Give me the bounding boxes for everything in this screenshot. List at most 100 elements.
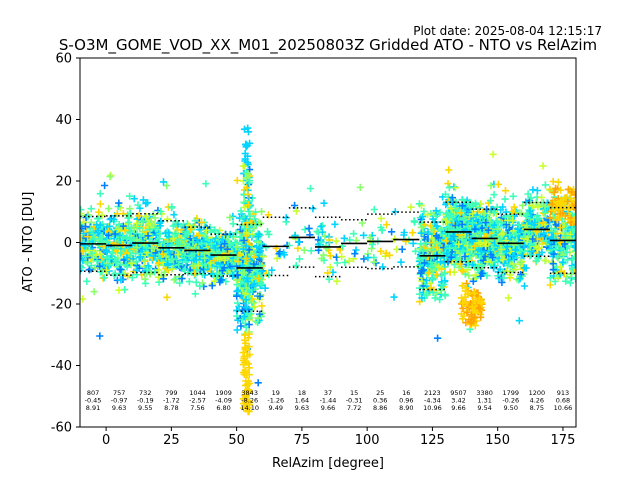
x-tick-label: 125 xyxy=(420,433,445,448)
bin-count-label: 3380 xyxy=(476,389,493,397)
scatter-point xyxy=(144,250,152,258)
scatter-point xyxy=(254,232,262,241)
scatter-point xyxy=(478,262,486,270)
scatter-point xyxy=(483,272,491,280)
scatter-point xyxy=(181,235,189,244)
scatter-point xyxy=(434,234,442,242)
scatter-point xyxy=(471,199,480,207)
bin-mean-label: 0.68 xyxy=(556,397,570,405)
scatter-point xyxy=(242,254,250,262)
scatter-point xyxy=(243,274,251,282)
scatter-point xyxy=(232,229,240,237)
scatter-point xyxy=(571,261,576,269)
scatter-point xyxy=(174,238,182,246)
scatter-point xyxy=(366,234,374,242)
scatter-point xyxy=(511,265,520,274)
scatter-point xyxy=(420,259,429,267)
bin-std-label: 6.80 xyxy=(216,404,230,412)
scatter-point xyxy=(567,189,575,197)
scatter-point xyxy=(410,217,418,225)
scatter-point xyxy=(143,266,151,274)
scatter-point xyxy=(292,207,301,215)
scatter-point xyxy=(568,188,576,196)
scatter-point xyxy=(535,250,543,259)
scatter-point xyxy=(548,258,556,266)
scatter-point xyxy=(427,284,435,292)
scatter-point xyxy=(516,275,524,283)
scatter-point xyxy=(463,266,472,274)
scatter-point xyxy=(539,219,547,227)
scatter-point xyxy=(442,209,450,217)
scatter-point xyxy=(546,242,554,250)
scatter-point xyxy=(490,221,499,229)
scatter-point xyxy=(556,224,564,232)
scatter-point xyxy=(244,190,252,198)
scatter-point xyxy=(338,253,346,261)
scatter-point xyxy=(480,209,488,217)
scatter-point xyxy=(499,203,507,211)
scatter-point xyxy=(251,215,259,223)
scatter-point xyxy=(332,237,340,245)
y-tick-label: 20 xyxy=(55,175,72,190)
scatter-point xyxy=(210,257,218,265)
bin-mean-label: -0.26 xyxy=(502,397,519,405)
bin-count-label: 16 xyxy=(402,389,410,397)
scatter-point xyxy=(568,225,576,234)
scatter-point xyxy=(459,247,467,255)
scatter-point xyxy=(257,208,266,216)
scatter-point xyxy=(456,209,464,217)
scatter-point xyxy=(484,236,492,244)
scatter-point xyxy=(165,233,173,241)
x-tick-label: 175 xyxy=(551,433,576,448)
scatter-point xyxy=(275,250,283,258)
scatter-point xyxy=(132,243,140,252)
scatter-point xyxy=(201,254,209,262)
scatter-point xyxy=(142,228,150,236)
scatter-point xyxy=(237,291,246,299)
bin-mean-label: -0.19 xyxy=(137,397,154,405)
scatter-point xyxy=(89,230,97,238)
scatter-point xyxy=(163,182,171,190)
scatter-point xyxy=(243,241,251,249)
scatter-point xyxy=(323,244,331,253)
scatter-point xyxy=(459,315,467,323)
scatter-point xyxy=(295,238,303,246)
scatter-point xyxy=(550,206,558,214)
scatter-point xyxy=(163,215,172,223)
scatter-point xyxy=(428,226,436,234)
scatter-point xyxy=(169,234,177,242)
scatter-point xyxy=(245,364,253,372)
scatter-point xyxy=(427,258,435,266)
scatter-point xyxy=(424,211,432,219)
scatter-point xyxy=(491,261,499,270)
bin-count-label: 807 xyxy=(87,389,99,397)
scatter-point xyxy=(450,268,458,276)
scatter-point xyxy=(341,258,349,266)
scatter-point xyxy=(554,199,562,207)
scatter-point xyxy=(163,293,171,301)
scatter-point xyxy=(87,205,95,213)
bin-mean-label: -0.97 xyxy=(111,397,128,405)
scatter-point xyxy=(331,220,339,228)
scatter-point xyxy=(250,280,258,288)
scatter-point xyxy=(498,230,506,238)
scatter-point xyxy=(115,286,123,294)
bin-std-label: 8.90 xyxy=(399,404,413,412)
scatter-point xyxy=(504,216,512,224)
scatter-point xyxy=(174,251,182,259)
scatter-point xyxy=(360,231,368,239)
scatter-point xyxy=(119,222,127,230)
scatter-point xyxy=(128,274,136,282)
scatter-point xyxy=(165,247,173,255)
scatter-point xyxy=(168,203,176,211)
scatter-point xyxy=(550,250,558,258)
scatter-point xyxy=(562,225,570,233)
scatter-point xyxy=(529,186,537,194)
y-axis-label: ATO - NTO [DU] xyxy=(21,192,36,293)
scatter-point xyxy=(130,224,138,232)
scatter-point xyxy=(518,209,526,217)
scatter-point xyxy=(469,277,477,285)
scatter-point xyxy=(221,240,229,248)
bin-std-label: 9.54 xyxy=(477,404,491,412)
bin-count-label: 18 xyxy=(298,389,306,397)
